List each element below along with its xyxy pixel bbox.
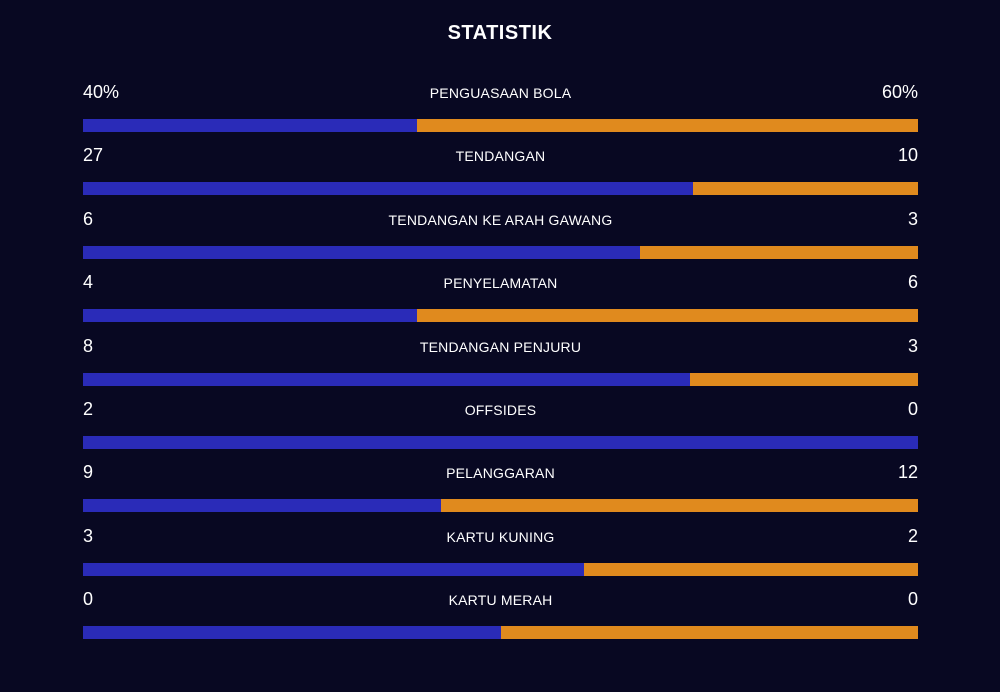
home-value: 4 <box>83 272 94 293</box>
away-bar-segment <box>690 372 918 386</box>
comparison-bar <box>83 245 918 259</box>
stat-values-line: 40% PENGUASAAN BOLA 60% <box>83 78 918 110</box>
home-bar-segment <box>83 182 693 196</box>
stat-label: OFFSIDES <box>464 401 537 418</box>
comparison-bar <box>83 119 918 132</box>
stat-label: TENDANGAN <box>455 148 546 165</box>
away-value: 0 <box>907 398 918 419</box>
away-value: 0 <box>907 589 918 610</box>
home-bar-segment <box>83 499 442 513</box>
stat-values-line: 6 TENDANGAN KE ARAH GAWANG 3 <box>83 205 918 237</box>
stat-values-line: 4 PENYELAMATAN 6 <box>83 268 918 300</box>
comparison-bar <box>83 562 918 576</box>
home-value: 40% <box>83 82 120 102</box>
away-value: 10 <box>897 145 918 166</box>
home-bar-segment <box>83 309 417 323</box>
stat-label: TENDANGAN KE ARAH GAWANG <box>388 211 613 228</box>
stat-row: 9 PELANGGARAN 12 <box>83 458 918 521</box>
away-bar-segment <box>500 626 918 640</box>
stat-values-line: 3 KARTU KUNING 2 <box>83 522 918 554</box>
stat-row: 40% PENGUASAAN BOLA 60% <box>83 78 918 141</box>
stat-values-line: 27 TENDANGAN 10 <box>83 141 918 173</box>
stat-row: 27 TENDANGAN 10 <box>83 141 918 204</box>
stat-values-line: 9 PELANGGARAN 12 <box>83 458 918 490</box>
home-value: 2 <box>83 398 94 419</box>
stat-label: TENDANGAN PENJURU <box>419 338 582 355</box>
stat-label: PELANGGARAN <box>446 465 555 482</box>
stat-label: PENYELAMATAN <box>443 275 558 292</box>
away-bar-segment <box>639 245 918 259</box>
home-value: 6 <box>83 208 94 229</box>
away-bar-segment <box>417 119 918 132</box>
statistics-title: STATISTIK <box>447 22 553 44</box>
home-bar-segment <box>83 119 417 132</box>
comparison-bar <box>83 182 918 196</box>
comparison-bar <box>83 435 918 449</box>
home-bar-segment <box>83 626 501 640</box>
stat-values-line: 2 OFFSIDES 0 <box>83 395 918 427</box>
away-value: 60% <box>881 82 918 102</box>
away-bar-segment <box>417 309 918 323</box>
stat-label: KARTU MERAH <box>448 592 553 609</box>
away-value: 2 <box>907 525 918 546</box>
away-bar-segment <box>441 499 918 513</box>
stat-row: 4 PENYELAMATAN 6 <box>83 268 918 331</box>
stat-values-line: 8 TENDANGAN PENJURU 3 <box>83 332 918 364</box>
stat-row: 2 OFFSIDES 0 <box>83 395 918 458</box>
home-value: 8 <box>83 335 94 356</box>
away-bar-segment <box>692 182 918 196</box>
away-bar-segment <box>584 562 918 576</box>
home-value: 3 <box>83 525 94 546</box>
home-bar-segment <box>83 372 691 386</box>
away-value: 3 <box>907 335 918 356</box>
comparison-bar <box>83 499 918 513</box>
away-value: 6 <box>907 272 918 293</box>
comparison-bar <box>83 626 918 640</box>
home-bar-segment <box>83 562 584 576</box>
stat-label: PENGUASAAN BOLA <box>429 85 572 101</box>
home-bar-segment <box>83 245 640 259</box>
statistics-list: 40% PENGUASAAN BOLA 60% 27 TENDANGAN 10 6 TENDA… <box>83 78 918 649</box>
home-value: 0 <box>83 589 94 610</box>
comparison-bar <box>83 309 918 323</box>
stat-row: 8 TENDANGAN PENJURU 3 <box>83 332 918 395</box>
stat-row: 3 KARTU KUNING 2 <box>83 522 918 585</box>
home-value: 27 <box>83 145 104 166</box>
away-value: 3 <box>907 208 918 229</box>
away-value: 12 <box>897 462 918 483</box>
stat-values-line: 0 KARTU MERAH 0 <box>83 585 918 617</box>
home-bar-segment <box>83 435 918 449</box>
stat-label: KARTU KUNING <box>446 528 555 545</box>
stat-row: 0 KARTU MERAH 0 <box>83 585 918 648</box>
home-value: 9 <box>83 462 94 483</box>
comparison-bar <box>83 372 918 386</box>
stat-row: 6 TENDANGAN KE ARAH GAWANG 3 <box>83 205 918 268</box>
